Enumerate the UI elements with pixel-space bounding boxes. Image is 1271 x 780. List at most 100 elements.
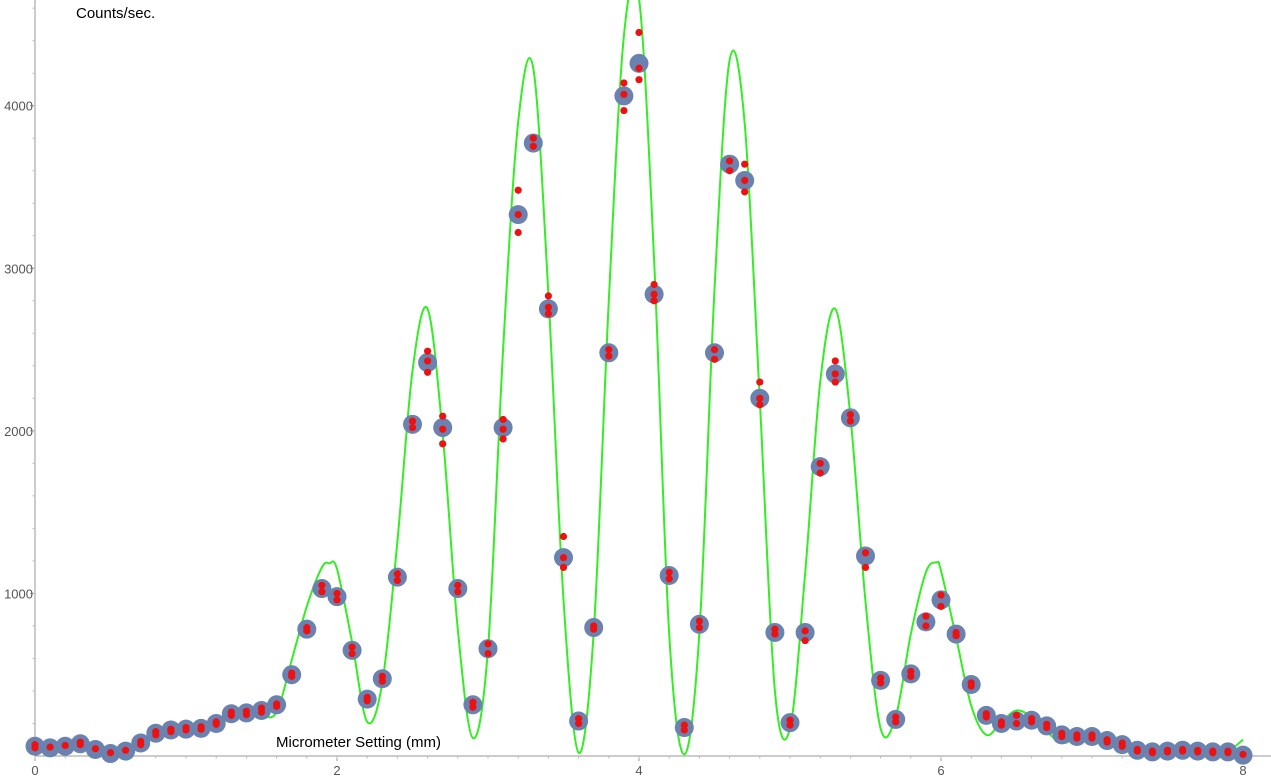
measurement-point xyxy=(393,576,401,585)
measurement-point xyxy=(922,622,930,630)
measurement-point xyxy=(31,744,39,752)
measurement-point xyxy=(484,649,492,658)
measurement-point xyxy=(952,632,960,640)
measurement-point xyxy=(967,682,975,690)
measurement-point xyxy=(1133,747,1141,755)
measurement-point xyxy=(1179,747,1187,755)
measurement-point xyxy=(680,726,688,734)
measurement-point xyxy=(559,554,568,562)
measurement-point xyxy=(122,746,130,754)
measurement-point xyxy=(575,719,583,728)
measurement-point xyxy=(650,297,658,305)
measurement-point xyxy=(197,725,205,733)
measurement-point xyxy=(76,741,84,749)
measurement-point xyxy=(831,370,839,378)
measurement-point xyxy=(1012,719,1021,728)
measurement-point xyxy=(106,749,115,757)
measurement-point xyxy=(499,435,507,443)
measurement-point xyxy=(726,157,734,165)
measurement-point xyxy=(710,345,719,354)
measurement-point xyxy=(499,415,507,424)
measurement-point xyxy=(1073,734,1081,742)
x-axis-label: Micrometer Setting (mm) xyxy=(276,734,441,751)
measurement-point xyxy=(1194,748,1202,756)
x-tick-label: 6 xyxy=(937,763,944,778)
measurement-point xyxy=(726,167,734,175)
x-tick-label: 0 xyxy=(31,763,38,778)
measurement-point xyxy=(61,741,69,750)
measurement-point xyxy=(1163,748,1172,756)
measurement-point xyxy=(695,617,704,625)
measurement-point xyxy=(499,425,507,433)
measurement-point xyxy=(1028,718,1036,726)
axes: 0 2 4 6 8 1000 2000 3000 4000 xyxy=(4,0,1271,778)
measurement-point xyxy=(665,568,673,576)
measurement-point xyxy=(273,702,281,711)
measurement-point xyxy=(1148,749,1156,757)
measurement-point xyxy=(544,303,553,311)
measurement-point xyxy=(46,743,54,751)
measurement-point xyxy=(514,186,522,194)
measurement-point xyxy=(484,640,492,648)
measurement-point xyxy=(756,401,764,409)
measurement-point xyxy=(424,357,432,365)
measurement-point xyxy=(1043,723,1051,732)
measurement-point xyxy=(922,612,930,620)
measurement-point xyxy=(605,352,613,360)
y-ticks: 1000 2000 3000 4000 xyxy=(4,7,35,724)
measurement-point xyxy=(1103,738,1111,746)
measurement-point xyxy=(393,570,401,578)
measurement-point xyxy=(559,563,568,572)
measurement-point xyxy=(861,549,870,557)
measurement-point xyxy=(786,721,794,729)
measurement-point xyxy=(1209,749,1217,757)
measurement-point xyxy=(620,79,628,87)
y-tick-label: 2000 xyxy=(4,424,33,439)
measurement-point xyxy=(756,378,764,386)
measurement-point xyxy=(620,90,628,98)
measurement-point xyxy=(318,588,326,596)
measurement-point xyxy=(650,280,658,289)
measurement-point xyxy=(439,440,447,448)
fit-layer xyxy=(34,0,1244,756)
measurement-point xyxy=(182,726,190,734)
measurement-point xyxy=(710,355,719,363)
measurement-point xyxy=(937,591,945,599)
measurement-point xyxy=(635,64,643,72)
measurement-point xyxy=(816,459,824,467)
measurement-point xyxy=(544,292,553,300)
measurement-point xyxy=(439,412,447,420)
fit-curve xyxy=(34,0,1244,756)
y-tick-label: 1000 xyxy=(4,586,33,601)
average-point xyxy=(629,53,649,73)
x-tick-label: 4 xyxy=(635,763,642,778)
measurement-point xyxy=(544,310,553,318)
x-ticks: 0 2 4 6 8 xyxy=(31,756,1247,778)
measurement-point xyxy=(378,677,386,685)
measurement-point xyxy=(831,357,839,365)
measurement-point xyxy=(91,745,99,753)
measurement-point xyxy=(816,469,824,477)
measurement-point xyxy=(1058,732,1066,741)
measurement-point xyxy=(242,710,250,719)
average-point xyxy=(931,590,951,610)
measurement-point xyxy=(439,425,447,433)
measurement-point xyxy=(907,672,915,680)
measurement-point xyxy=(997,721,1006,729)
measurement-point xyxy=(877,679,885,687)
measurement-point xyxy=(741,188,749,196)
measurement-point xyxy=(635,76,643,84)
measurement-point xyxy=(741,176,749,185)
measurement-point xyxy=(514,228,522,237)
measurement-point xyxy=(363,697,371,705)
measurement-point xyxy=(831,378,839,386)
x-tick-label: 2 xyxy=(333,763,340,778)
measurement-point xyxy=(846,417,855,425)
measurement-point xyxy=(514,211,522,219)
measurement-point xyxy=(801,636,809,645)
x-tick-label: 8 xyxy=(1239,763,1246,778)
measurement-point xyxy=(469,703,477,711)
measurement-point xyxy=(454,588,462,596)
measurement-point xyxy=(771,630,779,638)
